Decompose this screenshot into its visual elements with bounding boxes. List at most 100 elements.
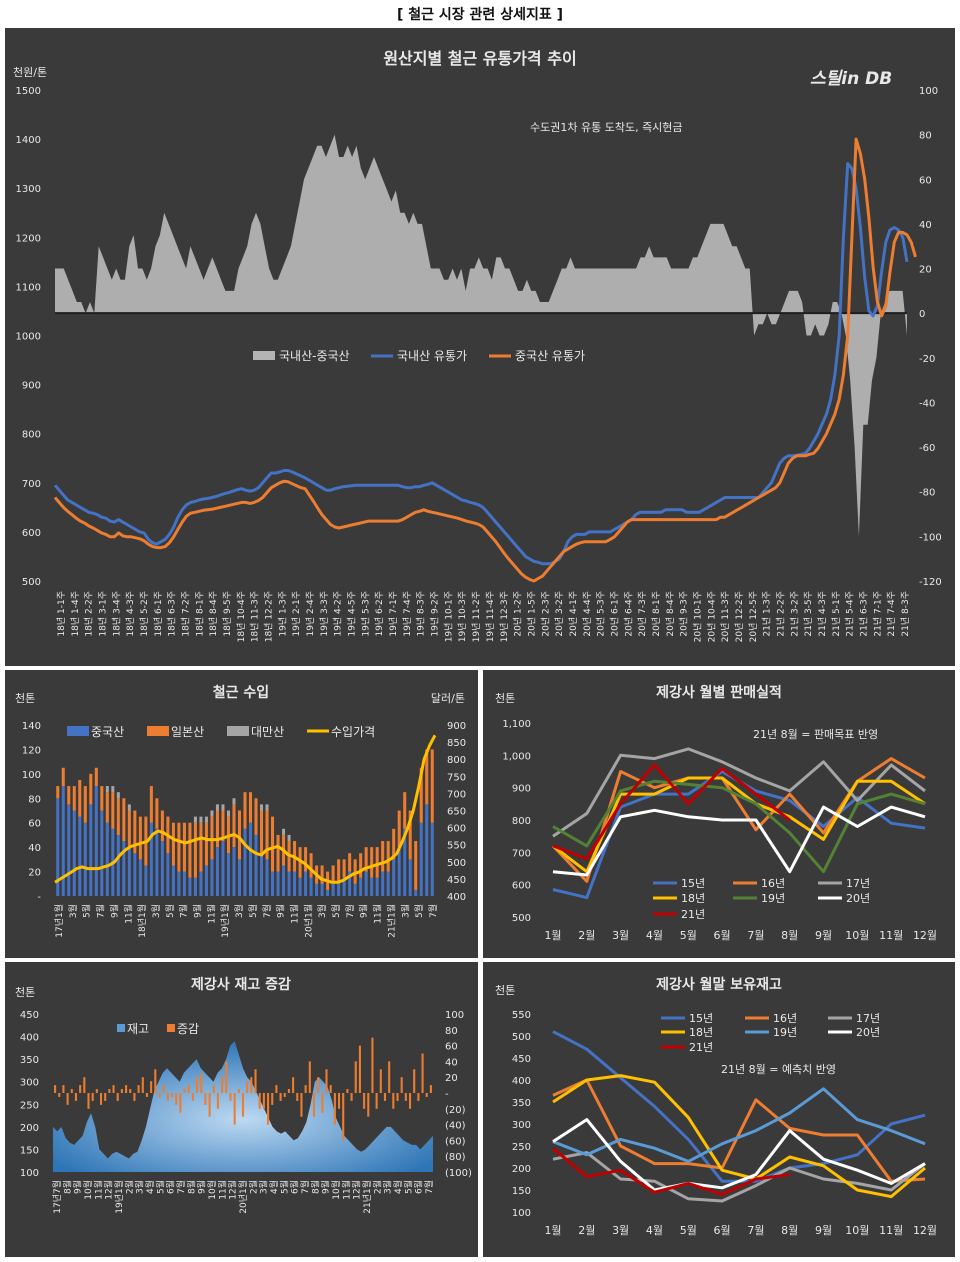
bar-inventory-change (62, 1085, 65, 1093)
bar-inventory-change (258, 1093, 261, 1109)
x-tick-label: 6월 (714, 1224, 731, 1237)
bar-대만산 (232, 798, 236, 805)
x-tick-label: 18년 10-4주 (236, 591, 247, 642)
x-tick-label: 3월 (233, 904, 245, 918)
bar-inventory-change (83, 1077, 86, 1093)
x-tick-label: 18년 4-3주 (125, 591, 136, 637)
y2-tick-label: 550 (447, 841, 466, 852)
y-tick-label: 120 (22, 745, 41, 756)
x-tick-label: 20년 6-4주 (623, 591, 634, 637)
x-tick-label: 18년 7-2주 (181, 591, 192, 637)
y2-tick-label: 900 (447, 721, 466, 732)
x-tick-label: 20년 5-3주 (596, 591, 607, 637)
legend-증감: 증감 (177, 1022, 199, 1036)
bar-일본산 (149, 786, 153, 823)
bar-중국산 (331, 883, 335, 896)
bar-중국산 (397, 847, 401, 896)
bar-중국산 (370, 877, 374, 896)
bar-중국산 (425, 804, 429, 896)
bar-중국산 (160, 841, 164, 896)
x-tick-label: 18년 6-3주 (167, 591, 178, 637)
bar-중국산 (403, 828, 407, 896)
y-tick-label: 200 (20, 1123, 39, 1134)
x-tick-label: 5월 (680, 1224, 697, 1237)
bar-inventory-change (396, 1093, 399, 1101)
bar-inventory-change (296, 1093, 299, 1101)
bar-inventory-change (321, 1093, 324, 1113)
x-tick-label: 19년 10-1주 (443, 591, 454, 642)
bar-중국산 (182, 871, 186, 896)
y-tick-label: 800 (22, 430, 41, 441)
x-tick-label: 11월 (340, 1180, 352, 1200)
bar-일본산 (232, 804, 236, 848)
y-tick-label: 300 (20, 1078, 39, 1089)
bar-중국산 (237, 859, 242, 896)
bar-일본산 (392, 828, 396, 860)
y2-tick-label: (60) (445, 1136, 466, 1147)
x-tick-label: 19년 7-1주 (388, 591, 399, 637)
x-tick-label: 20년 6-1주 (609, 591, 620, 637)
bar-inventory-change (287, 1089, 290, 1093)
bar-inventory-change (379, 1069, 382, 1093)
x-tick-label: 18년 1-1주 (56, 591, 67, 637)
bar-대만산 (287, 834, 291, 842)
import-chart: 철근 수입 천톤 달러/톤 - 20 40 60 80 100 120 140 400 450 500 55… (15, 685, 466, 938)
bar-inventory-change (170, 1093, 174, 1097)
bar-중국산 (232, 847, 236, 896)
series-21년-line (552, 763, 791, 861)
bar-inventory-change (413, 1069, 416, 1093)
bar-inventory-change (54, 1085, 57, 1093)
bar-inventory-change (125, 1085, 128, 1093)
x-tick-label: 20년 3-2주 (554, 591, 565, 637)
y2-tick-label: 100 (445, 1010, 464, 1021)
bar-중국산 (94, 786, 98, 896)
legend-대만산: 대만산 (251, 725, 284, 739)
x-tick-label: 7월 (299, 1180, 311, 1194)
x-tick-label: 10월 (330, 1180, 342, 1200)
x-tick-label: 6월 (413, 1180, 425, 1194)
bar-inventory-change (141, 1077, 144, 1093)
y2-tick-label: 600 (447, 824, 466, 835)
x-tick-label: 20년 8-1주 (651, 591, 662, 637)
x-tick-label: 19년1월 (113, 1180, 125, 1214)
x-tick-label: 5월 (154, 1180, 166, 1194)
y-axis-label: 천톤 (495, 691, 515, 705)
y-tick-label: 450 (512, 1054, 531, 1065)
series-18년-line (552, 1074, 926, 1199)
bar-일본산 (155, 798, 159, 829)
bar-대만산 (260, 804, 264, 811)
bar-inventory-change (150, 1081, 153, 1093)
bar-inventory-change (137, 1085, 140, 1093)
bar-중국산 (138, 859, 142, 896)
y-tick-label: 350 (20, 1055, 39, 1066)
bar-inventory-change (216, 1093, 219, 1109)
y-tick-label: 1200 (16, 233, 41, 244)
x-tick-label: 7월 (178, 904, 190, 918)
chart-annotation: 21년 8월 = 판매목표 반영 (753, 728, 878, 741)
bar-일본산 (397, 810, 401, 848)
x-tick-label: 8월 (61, 1180, 73, 1194)
bar-inventory-change (208, 1093, 211, 1117)
bar-inventory-change (317, 1077, 320, 1093)
legend-15년: 15년 (689, 1012, 713, 1025)
legend-15년: 15년 (681, 877, 705, 890)
monthly-sales-chart: 제강사 월별 판매실적 천톤 21년 8월 = 판매목표 반영 500 600 700 80… (495, 684, 937, 942)
y2-tick-label: 80 (445, 1026, 458, 1037)
x-tick-label: 8월 (781, 929, 798, 942)
bar-일본산 (271, 816, 275, 872)
x-tick-label: 10월 (82, 1180, 94, 1200)
bar-중국산 (243, 828, 247, 896)
bar-inventory-change (183, 1089, 186, 1093)
y-tick-label: 900 (512, 784, 531, 795)
y-tick-label: 40 (28, 843, 41, 854)
x-tick-label: 9월 (320, 1180, 332, 1194)
chart-title: 제강사 재고 증감 (191, 976, 291, 993)
legend-19년: 19년 (761, 892, 785, 905)
bar-inventory-change (70, 1089, 73, 1093)
x-tick-label: 21년 5-4주 (845, 591, 856, 637)
x-tick-label: 17년1월 (53, 904, 65, 938)
x-tick-label: 3월 (612, 1224, 629, 1237)
y-tick-label: 20 (28, 868, 41, 879)
x-tick-label: 7월 (423, 1180, 435, 1194)
y2-tick-label: 750 (447, 772, 466, 783)
